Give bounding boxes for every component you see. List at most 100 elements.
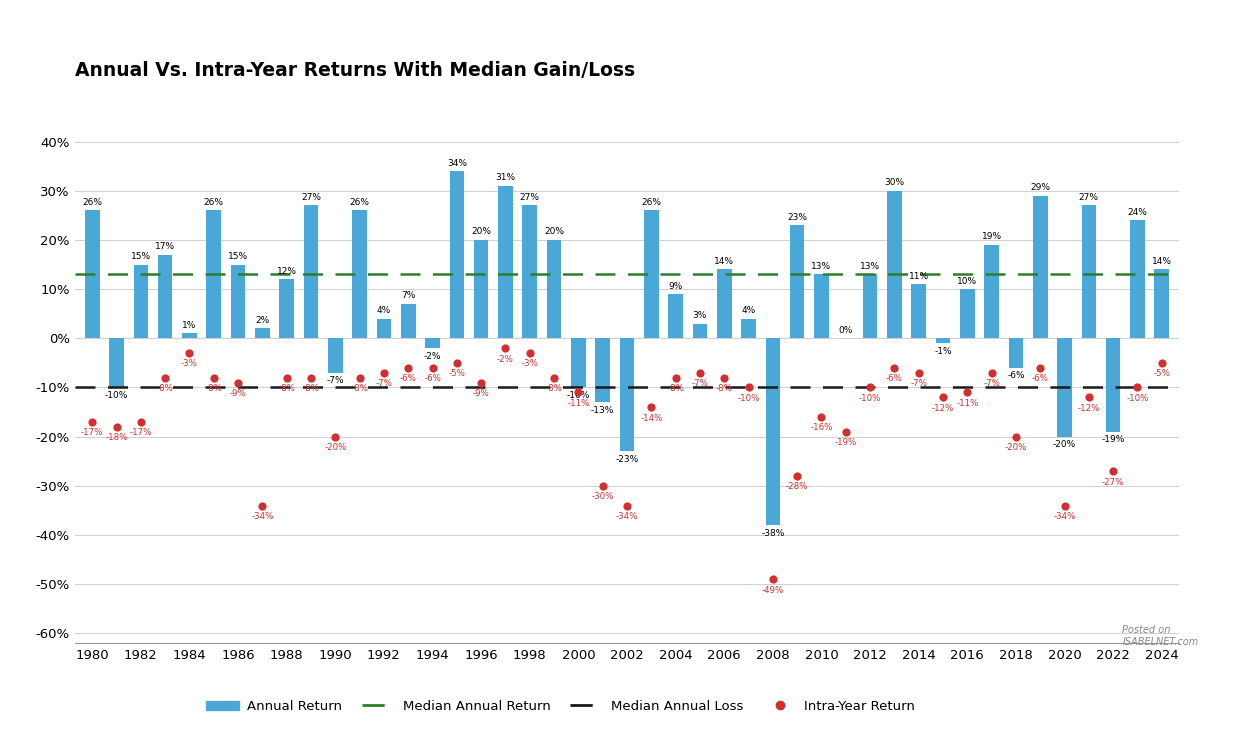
Bar [182,333,197,338]
Text: -20%: -20% [1004,443,1027,452]
Bar [984,245,999,338]
Bar [619,338,635,452]
Text: -7%: -7% [375,379,393,388]
Text: -6%: -6% [400,374,416,383]
Point [446,357,466,368]
Bar [1057,338,1072,436]
Text: -11%: -11% [567,399,589,408]
Point [641,401,661,413]
Text: -30%: -30% [592,492,614,501]
Text: 14%: 14% [715,257,735,266]
Text: -2%: -2% [497,355,514,363]
Bar [1155,270,1169,338]
Text: 26%: 26% [204,198,223,207]
Text: -7%: -7% [910,379,927,388]
Text: Posted on
ISABELNET.com: Posted on ISABELNET.com [1122,625,1199,647]
Text: -6%: -6% [885,374,903,383]
Text: -8%: -8% [545,384,563,393]
Point [762,574,782,586]
Text: -11%: -11% [956,399,978,408]
Text: 13%: 13% [860,262,880,271]
Text: -12%: -12% [932,404,954,413]
Text: -6%: -6% [424,374,441,383]
Point [107,421,127,433]
Bar [1130,220,1145,338]
Point [1031,362,1051,374]
Text: -8%: -8% [351,384,369,393]
Bar [692,324,707,338]
Point [374,367,394,379]
Point [835,426,855,438]
Point [301,372,321,384]
Text: -8%: -8% [716,384,732,393]
Text: 27%: 27% [519,193,539,202]
Text: 26%: 26% [641,198,661,207]
Point [593,480,613,492]
Point [568,387,588,398]
Bar [303,205,319,338]
Bar [425,338,440,348]
Text: 34%: 34% [446,159,466,167]
Text: -20%: -20% [324,443,346,452]
Text: 15%: 15% [130,252,150,261]
Text: -28%: -28% [786,482,809,491]
Text: 27%: 27% [301,193,321,202]
Bar [887,191,902,338]
Text: 4%: 4% [376,306,391,315]
Bar [765,338,780,526]
Text: 7%: 7% [401,292,415,300]
Text: -7%: -7% [326,376,344,385]
Bar [645,211,658,338]
Bar [912,284,925,338]
Bar [401,304,415,338]
Text: -34%: -34% [251,512,273,521]
Text: -34%: -34% [616,512,638,521]
Text: -3%: -3% [522,360,538,368]
Text: -5%: -5% [449,369,465,379]
Text: 11%: 11% [909,272,929,281]
Bar [863,274,878,338]
Text: 17%: 17% [155,242,176,251]
Text: -8%: -8% [278,384,295,393]
Bar [352,211,367,338]
Point [519,347,539,359]
Bar [109,338,124,387]
Text: -7%: -7% [983,379,999,388]
Text: 20%: 20% [544,227,564,237]
Bar [85,211,99,338]
Text: 19%: 19% [982,232,1002,241]
Text: 0%: 0% [839,326,853,335]
Point [399,362,419,374]
Bar [158,254,173,338]
Text: 27%: 27% [1078,193,1099,202]
Text: Annual Vs. Intra-Year Returns With Median Gain/Loss: Annual Vs. Intra-Year Returns With Media… [75,61,636,80]
Text: 3%: 3% [692,311,707,320]
Bar [329,338,342,373]
Text: -5%: -5% [1154,369,1170,379]
Legend: Annual Return, Median Annual Return, Median Annual Loss, Intra-Year Return: Annual Return, Median Annual Return, Med… [201,694,920,719]
Bar [547,240,562,338]
Point [666,372,686,384]
Point [982,367,1002,379]
Text: -12%: -12% [1077,404,1100,413]
Point [957,387,977,398]
Text: -9%: -9% [473,389,489,398]
Text: -13%: -13% [591,406,614,414]
Bar [134,265,148,338]
Point [350,372,370,384]
Bar [450,171,464,338]
Text: -20%: -20% [1053,440,1076,449]
Point [179,347,199,359]
Bar [255,328,270,338]
Point [617,500,637,512]
Bar [498,186,513,338]
Point [1104,465,1124,477]
Point [472,376,492,388]
Point [130,416,150,428]
Point [739,382,759,393]
Bar [1106,338,1120,432]
Text: -10%: -10% [859,394,882,403]
Point [690,367,710,379]
Bar [1081,205,1096,338]
Bar [231,265,246,338]
